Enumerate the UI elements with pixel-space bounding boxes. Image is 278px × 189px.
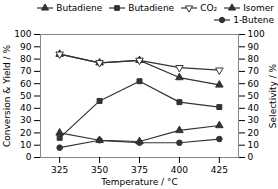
svg-text:80: 80 xyxy=(20,54,32,64)
svg-text:425: 425 xyxy=(211,165,228,175)
svg-text:400: 400 xyxy=(171,165,188,175)
svg-text:10: 10 xyxy=(20,140,32,150)
svg-text:0: 0 xyxy=(26,152,32,162)
svg-text:50: 50 xyxy=(248,91,260,101)
svg-text:350: 350 xyxy=(91,165,108,175)
svg-text:40: 40 xyxy=(20,103,32,113)
svg-text:10: 10 xyxy=(248,140,260,150)
svg-text:100: 100 xyxy=(14,29,31,39)
svg-text:0: 0 xyxy=(248,152,254,162)
html-text:CO₂: CO₂ xyxy=(200,3,218,13)
svg-text:30: 30 xyxy=(248,115,260,125)
svg-text:90: 90 xyxy=(20,42,32,52)
svg-text:325: 325 xyxy=(51,165,68,175)
svg-text:40: 40 xyxy=(248,103,260,113)
svg-text:90: 90 xyxy=(248,42,260,52)
svg-text:50: 50 xyxy=(20,91,32,101)
svg-text:Selectivity / %: Selectivity / % xyxy=(268,63,278,128)
svg-text:20: 20 xyxy=(20,128,32,138)
svg-text:Temperature / °C: Temperature / °C xyxy=(100,177,178,187)
svg-text:70: 70 xyxy=(248,66,260,76)
svg-text:30: 30 xyxy=(20,115,32,125)
svg-text:20: 20 xyxy=(248,128,260,138)
html-text:Butadiene: Butadiene xyxy=(128,3,175,13)
html-text:1-Butene: 1-Butene xyxy=(233,15,274,25)
svg-text:Conversion & Yield / %: Conversion & Yield / % xyxy=(2,45,12,147)
svg-text:60: 60 xyxy=(248,79,260,89)
svg-text:375: 375 xyxy=(131,165,148,175)
html-text:Isomer: Isomer xyxy=(243,3,274,13)
svg-text:80: 80 xyxy=(248,54,260,64)
html-text:Butadiene: Butadiene xyxy=(56,3,103,13)
svg-text:60: 60 xyxy=(20,79,32,89)
svg-text:100: 100 xyxy=(248,29,265,39)
svg-text:70: 70 xyxy=(20,66,32,76)
